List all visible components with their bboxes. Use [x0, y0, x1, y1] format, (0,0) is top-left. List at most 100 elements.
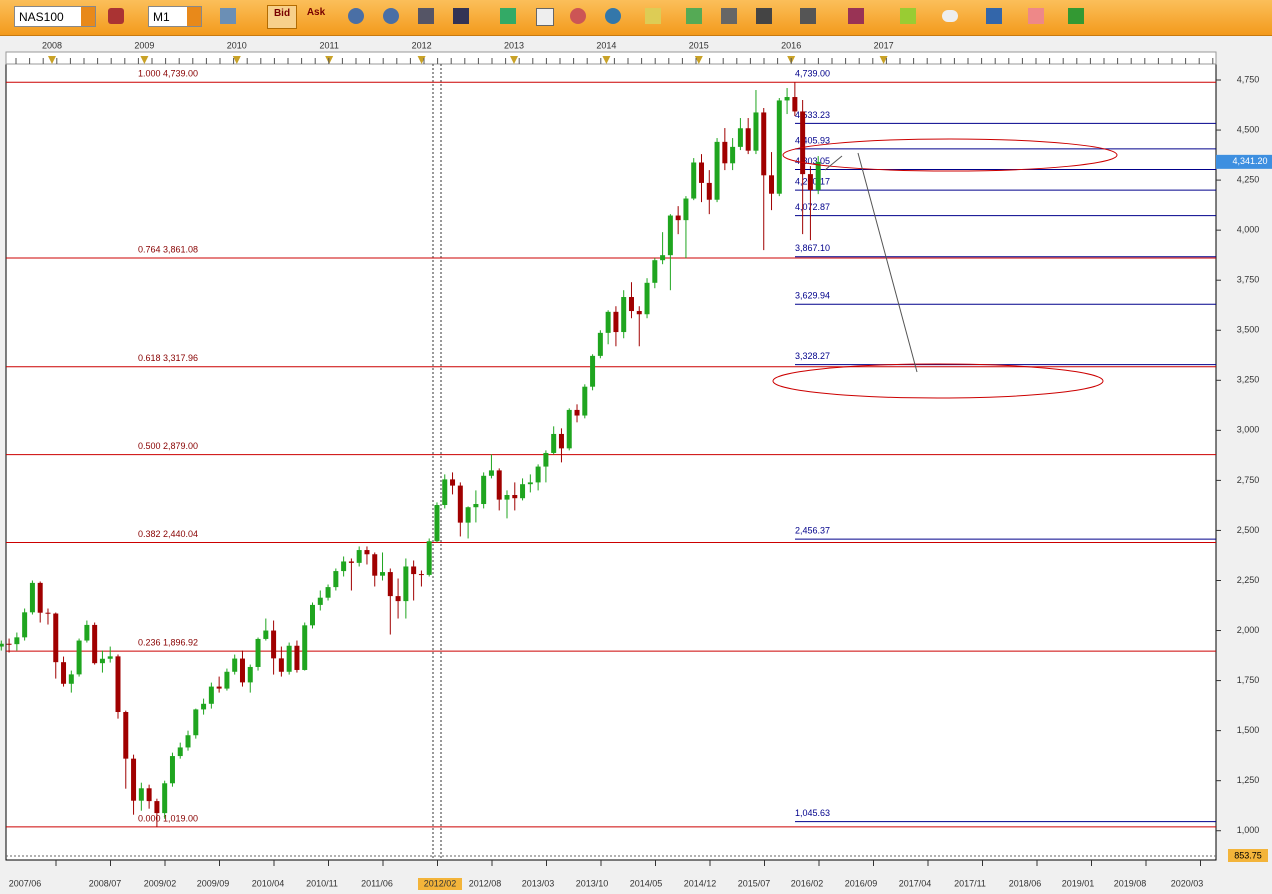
date-label: 2019/08: [1114, 878, 1147, 888]
tool-icon[interactable]: [645, 8, 661, 24]
candle-body: [224, 671, 230, 689]
level-label: 1,045.63: [795, 808, 830, 818]
candle-body: [341, 561, 347, 572]
date-label: 2012/02: [424, 878, 457, 888]
candle-body: [792, 97, 798, 112]
candle-body: [263, 630, 269, 639]
tool-icon[interactable]: [900, 8, 916, 24]
tool-icon[interactable]: [453, 8, 469, 24]
candle-body: [488, 470, 494, 476]
candle-body: [395, 596, 401, 602]
y-tick-label: 3,250: [1237, 375, 1260, 385]
y-tick-label: 2,250: [1237, 575, 1260, 585]
current-price-label: 4,341.20: [1232, 156, 1267, 166]
tool-icon[interactable]: [418, 8, 434, 24]
candle-body: [0, 643, 4, 647]
tool-icon[interactable]: [1068, 8, 1084, 24]
y-tick-label: 4,500: [1237, 124, 1260, 134]
tool-icon[interactable]: [800, 8, 816, 24]
candle-body: [714, 141, 720, 200]
candle-body: [278, 658, 284, 672]
bid-button[interactable]: Bid: [267, 5, 297, 29]
tool-icon[interactable]: [348, 8, 364, 24]
bid: Bid: [273, 8, 291, 19]
symbol-select[interactable]: NAS100: [14, 6, 96, 27]
year-label: 2017: [874, 40, 894, 50]
level-label: 4,072.87: [795, 202, 830, 212]
candle-body: [621, 297, 627, 333]
y-tick-label: 3,000: [1237, 425, 1260, 435]
candle-body: [37, 582, 43, 613]
tool-icon[interactable]: [536, 8, 554, 26]
candle-body: [520, 484, 526, 499]
fib-label: 0.500 2,879.00: [138, 441, 198, 451]
tool-icon[interactable]: [220, 8, 236, 24]
fib-label: 0.618 3,317.96: [138, 353, 198, 363]
year-label: 2010: [227, 40, 247, 50]
tool-icon[interactable]: [383, 8, 399, 24]
candle-body: [706, 182, 712, 200]
candle-body: [68, 674, 74, 684]
tool-icon[interactable]: [942, 10, 958, 22]
tool-icon[interactable]: [686, 8, 702, 24]
candle-body: [154, 801, 160, 814]
candle-body: [317, 597, 323, 605]
candle-body: [675, 215, 681, 221]
candle-body: [255, 638, 261, 667]
candle-body: [597, 332, 603, 356]
candle-body: [644, 282, 650, 315]
candle-body: [115, 656, 121, 713]
year-marker: [879, 56, 888, 64]
date-axis: [0, 862, 1216, 894]
tool-icon[interactable]: [848, 8, 864, 24]
ellipse-annotation: [772, 363, 1104, 399]
tool-icon[interactable]: [721, 8, 737, 24]
candle-body: [208, 686, 214, 704]
candle-body: [574, 409, 580, 416]
toolbar: NAS100 M1 Bid Ask: [0, 0, 1272, 36]
tool-icon[interactable]: [605, 8, 621, 24]
candle-body: [800, 111, 806, 175]
candle-body: [333, 571, 339, 588]
candle-body: [605, 311, 611, 333]
date-label: 2014/05: [630, 878, 663, 888]
year-label: 2013: [504, 40, 524, 50]
candle-body: [177, 747, 183, 757]
y-tick-label: 2,000: [1237, 625, 1260, 635]
candle-body: [566, 409, 572, 449]
ask-button[interactable]: Ask: [302, 5, 330, 27]
cursor-date-box: [418, 878, 462, 890]
tool-icon[interactable]: [756, 8, 772, 24]
candle-body: [247, 666, 253, 683]
tool-icon[interactable]: [108, 8, 124, 24]
tool-icon[interactable]: [500, 8, 516, 24]
year-label: 2015: [689, 40, 709, 50]
ellipse-annotation: [782, 138, 1118, 172]
tool-icon[interactable]: [1028, 8, 1044, 24]
candle-body: [636, 311, 642, 315]
year-marker: [232, 56, 241, 64]
candle-body: [356, 550, 362, 563]
candle-body: [473, 504, 479, 508]
candle-body: [504, 495, 510, 500]
candle-body: [53, 613, 59, 663]
candle-body: [527, 482, 533, 485]
candle-body: [730, 146, 736, 164]
candle-body: [551, 433, 557, 453]
timeframe-select[interactable]: M1: [148, 6, 202, 27]
candle-body: [450, 479, 456, 486]
tool-icon[interactable]: [570, 8, 586, 24]
candle-body: [348, 561, 354, 563]
candle-body: [699, 162, 704, 183]
tool-icon[interactable]: [986, 8, 1002, 24]
candle-body: [84, 624, 90, 641]
date-label: 2008/07: [89, 878, 122, 888]
candle-body: [776, 100, 782, 194]
date-label: 2007/06: [9, 878, 42, 888]
year-label: 2012: [412, 40, 432, 50]
candle-body: [372, 554, 378, 576]
year-marker: [602, 56, 611, 64]
candle-body: [590, 355, 596, 387]
candle-body: [613, 311, 619, 333]
candle-body: [162, 783, 168, 814]
